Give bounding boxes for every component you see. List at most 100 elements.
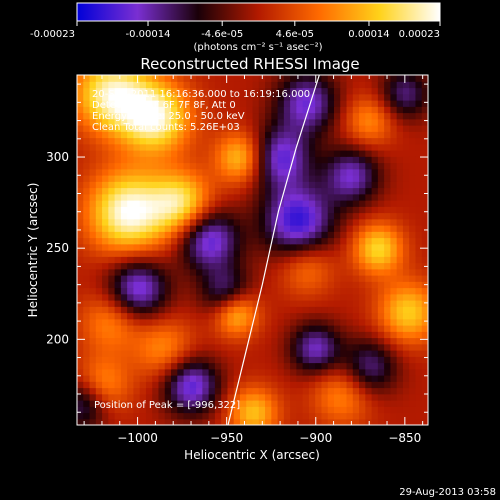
heatmap-cell [145, 406, 153, 414]
heatmap-cell [171, 150, 178, 157]
heatmap-cell [108, 87, 116, 95]
heatmap-cell [359, 225, 366, 232]
heatmap-cell [189, 293, 197, 301]
heatmap-cell [158, 212, 166, 220]
heatmap-cell [171, 393, 178, 401]
heatmap-cell [377, 125, 385, 132]
heatmap-cell [377, 381, 385, 389]
heatmap-cell [133, 243, 141, 251]
heatmap-cell [171, 118, 178, 126]
heatmap-cell [346, 131, 354, 139]
heatmap-cell [390, 393, 398, 401]
heatmap-cell [77, 106, 84, 114]
heatmap-cell [277, 406, 285, 414]
heatmap-cell [77, 300, 84, 307]
heatmap-cell [108, 106, 116, 114]
heatmap-cell [390, 387, 398, 395]
heatmap-cell [384, 137, 391, 145]
heatmap-cell [114, 131, 122, 139]
heatmap-cell [145, 418, 153, 425]
heatmap-cell [415, 212, 423, 220]
heatmap-cell [127, 356, 135, 364]
heatmap-cell [346, 300, 354, 307]
heatmap-cell [77, 337, 84, 345]
heatmap-cell [139, 156, 147, 164]
heatmap-cell [321, 156, 329, 164]
heatmap-cell [321, 362, 329, 370]
heatmap-cell [164, 343, 172, 351]
heatmap-cell [145, 325, 153, 332]
heatmap-cell [114, 106, 122, 114]
heatmap-cell [114, 325, 122, 332]
heatmap-cell [145, 300, 153, 307]
heatmap-cell [308, 137, 316, 145]
heatmap-cell [233, 168, 241, 176]
heatmap-cell [221, 350, 229, 357]
heatmap-cell [327, 293, 335, 301]
heatmap-cell [183, 281, 191, 289]
heatmap-cell [265, 256, 272, 264]
heatmap-cell [277, 400, 285, 407]
heatmap-cell [421, 375, 428, 382]
heatmap-cell [321, 306, 329, 314]
heatmap-cell [277, 187, 285, 195]
heatmap-cell [246, 243, 254, 251]
heatmap-cell [133, 281, 141, 289]
colorbar-tick-label: -4.6e-05 [201, 29, 243, 40]
heatmap-cell [409, 243, 417, 251]
heatmap-cell [208, 243, 216, 251]
heatmap-cell [171, 381, 178, 389]
heatmap-cell [114, 312, 122, 320]
heatmap-cell [296, 387, 304, 395]
heatmap-cell [164, 281, 172, 289]
heatmap-cell [127, 325, 135, 332]
heatmap-cell [308, 262, 316, 270]
heatmap-cell [384, 100, 391, 107]
heatmap-cell [246, 231, 254, 239]
heatmap-cell [246, 93, 254, 101]
heatmap-cell [239, 181, 247, 189]
heatmap-cell [365, 350, 373, 357]
heatmap-cell [221, 162, 229, 170]
heatmap-cell [271, 131, 279, 139]
heatmap-cell [371, 212, 379, 220]
heatmap-cell [352, 131, 360, 139]
heatmap-cell [340, 225, 348, 232]
heatmap-cell [102, 343, 109, 351]
heatmap-cell [114, 281, 122, 289]
heatmap-cell [346, 343, 354, 351]
heatmap-cell [384, 337, 391, 345]
heatmap-cell [409, 306, 417, 314]
heatmap-cell [120, 343, 128, 351]
heatmap-cell [95, 356, 103, 364]
heatmap-cell [252, 287, 260, 295]
heatmap-cell [221, 193, 229, 201]
heatmap-cell [233, 137, 241, 145]
solar-limb-curve [227, 75, 320, 425]
heatmap-cell [415, 293, 423, 301]
heatmap-cell [114, 137, 122, 145]
heatmap-cell [133, 343, 141, 351]
heatmap-cell [315, 131, 323, 139]
heatmap-cell [89, 262, 97, 270]
heatmap-cell [133, 131, 141, 139]
heatmap-cell [327, 150, 335, 157]
heatmap-cell [214, 406, 222, 414]
heatmap-cell [352, 331, 360, 339]
heatmap-cell [120, 193, 128, 201]
heatmap-cell [171, 262, 178, 270]
heatmap-cell [127, 287, 135, 295]
heatmap-cell [390, 131, 398, 139]
heatmap-cell [233, 350, 241, 357]
heatmap-cell [384, 212, 391, 220]
heatmap-cell [152, 168, 160, 176]
heatmap-cell [221, 293, 229, 301]
heatmap-cell [308, 387, 316, 395]
heatmap-cell [145, 118, 153, 126]
heatmap-cell [102, 218, 109, 226]
heatmap-cell [340, 193, 348, 201]
heatmap-cell [183, 125, 191, 132]
y-tick-label: 300 [46, 150, 69, 164]
heatmap-cell [283, 200, 291, 207]
heatmap-cell [409, 75, 417, 82]
